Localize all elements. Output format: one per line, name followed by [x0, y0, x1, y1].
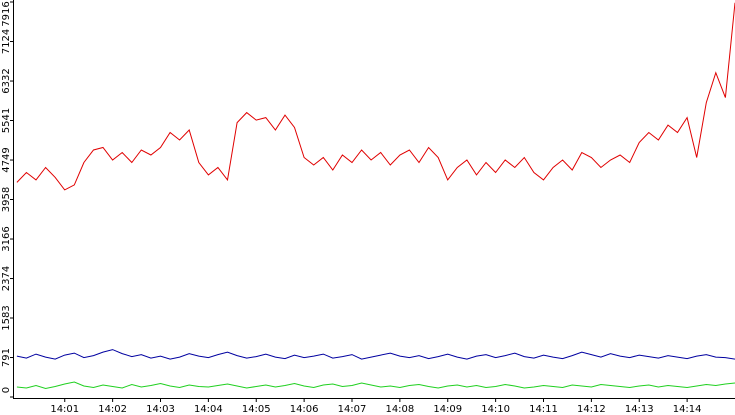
x-tick-label: 14:05 [242, 404, 271, 415]
y-tick-label: 791 [1, 348, 12, 367]
y-tick-label: 7916 [1, 1, 12, 26]
series-line [16, 349, 735, 360]
x-tick-label: 14:03 [146, 404, 175, 415]
y-tick-label: 2374 [1, 266, 12, 291]
y-tick-label: 0 [1, 387, 12, 393]
y-tick-label: 3958 [1, 187, 12, 212]
y-tick-label: 5541 [1, 108, 12, 133]
x-tick-label: 14:10 [481, 404, 510, 415]
x-tick-label: 14:02 [98, 404, 127, 415]
series-line [16, 2, 735, 191]
x-tick-label: 14:14 [673, 404, 702, 415]
x-tick-label: 14:11 [529, 404, 558, 415]
series-line [16, 381, 735, 390]
x-tick-label: 14:06 [290, 404, 319, 415]
y-tick-label: 3166 [1, 226, 12, 251]
y-tick-label: 1583 [1, 305, 12, 330]
y-tick-label: 6332 [1, 68, 12, 93]
x-tick-label: 14:12 [577, 404, 606, 415]
x-tick-label: 14:13 [625, 404, 654, 415]
x-tick-label: 14:01 [50, 404, 79, 415]
x-tick-label: 14:08 [385, 404, 414, 415]
x-tick-label: 14:07 [338, 404, 367, 415]
x-tick-label: 14:09 [433, 404, 462, 415]
y-tick-label: 4749 [1, 147, 12, 172]
y-tick-label: 7124 [1, 29, 12, 54]
x-tick-label: 14:04 [194, 404, 223, 415]
